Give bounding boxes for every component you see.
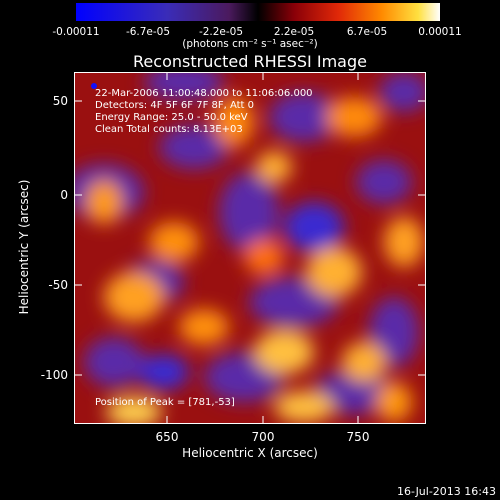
colorbar-tick: -0.00011 — [52, 26, 100, 38]
colorbar-unit-label: (photons cm⁻² s⁻¹ asec⁻²) — [182, 38, 318, 50]
heatmap-blob — [369, 297, 419, 367]
heatmap-blob — [384, 217, 424, 267]
heatmap-blob — [149, 222, 199, 262]
peak-position-label: Position of Peak = [781,-53] — [95, 397, 235, 408]
heatmap-blob — [306, 247, 362, 297]
heatmap-blob — [342, 342, 386, 382]
colorbar-tick: -6.7e-05 — [125, 26, 171, 38]
x-tick-label: 750 — [346, 430, 370, 444]
heatmap-blob — [104, 272, 164, 322]
x-axis-title: Heliocentric X (arcsec) — [182, 446, 318, 460]
heatmap-blob — [376, 382, 412, 422]
heatmap-blob — [159, 125, 229, 169]
timestamp-footer: 16-Jul-2013 16:43 — [396, 485, 496, 498]
heatmap-blob — [214, 97, 254, 147]
clean-counts-label: Clean Total counts: 8.13E+03 — [95, 124, 243, 135]
heatmap-blob — [274, 391, 334, 423]
heatmap-blob — [86, 180, 122, 224]
heatmap-blob — [244, 239, 284, 275]
energy-range-label: Energy Range: 25.0 - 50.0 keV — [95, 112, 248, 123]
plot-frame — [74, 72, 426, 424]
heatmap-blob — [179, 309, 229, 345]
colorbar-tick: 6.7e-05 — [346, 26, 388, 38]
y-tick-label: -50 — [48, 278, 68, 292]
heatmap-blob — [254, 330, 314, 374]
heatmap-blob — [106, 397, 162, 424]
heatmap-blob — [84, 337, 144, 387]
heatmap-blob — [326, 97, 382, 137]
detectors-label: Detectors: 4F 5F 6F 7F 8F, Att 0 — [95, 100, 255, 111]
x-tick-label: 700 — [251, 430, 275, 444]
heatmap-blob — [144, 72, 224, 100]
heatmap-blob — [219, 172, 279, 252]
x-tick-label: 650 — [155, 430, 179, 444]
colorbar — [76, 3, 440, 21]
heatmap-blob — [269, 92, 339, 142]
chart-title: Reconstructed RHESSI Image — [133, 52, 367, 71]
heatmap-blob — [379, 72, 426, 112]
heatmap-blob — [284, 202, 344, 252]
y-tick-label: 0 — [60, 188, 68, 202]
heatmap-blob — [314, 370, 394, 414]
colorbar-tick: 0.00011 — [418, 26, 462, 38]
y-tick-label: 50 — [52, 94, 68, 108]
y-tick-label: -100 — [40, 368, 68, 382]
heatmap-plot — [74, 72, 426, 424]
peak-marker — [91, 83, 97, 89]
heatmap-blob — [256, 151, 292, 183]
heatmap-blob — [356, 160, 412, 204]
heatmap-blob — [139, 354, 189, 390]
time-range-label: 22-Mar-2006 11:00:48.000 to 11:06:06.000 — [95, 88, 313, 99]
colorbar-tick: -2.2e-05 — [198, 26, 244, 38]
y-axis-title: Heliocentric Y (arcsec) — [17, 179, 31, 315]
colorbar-tick: 2.2e-05 — [273, 26, 315, 38]
